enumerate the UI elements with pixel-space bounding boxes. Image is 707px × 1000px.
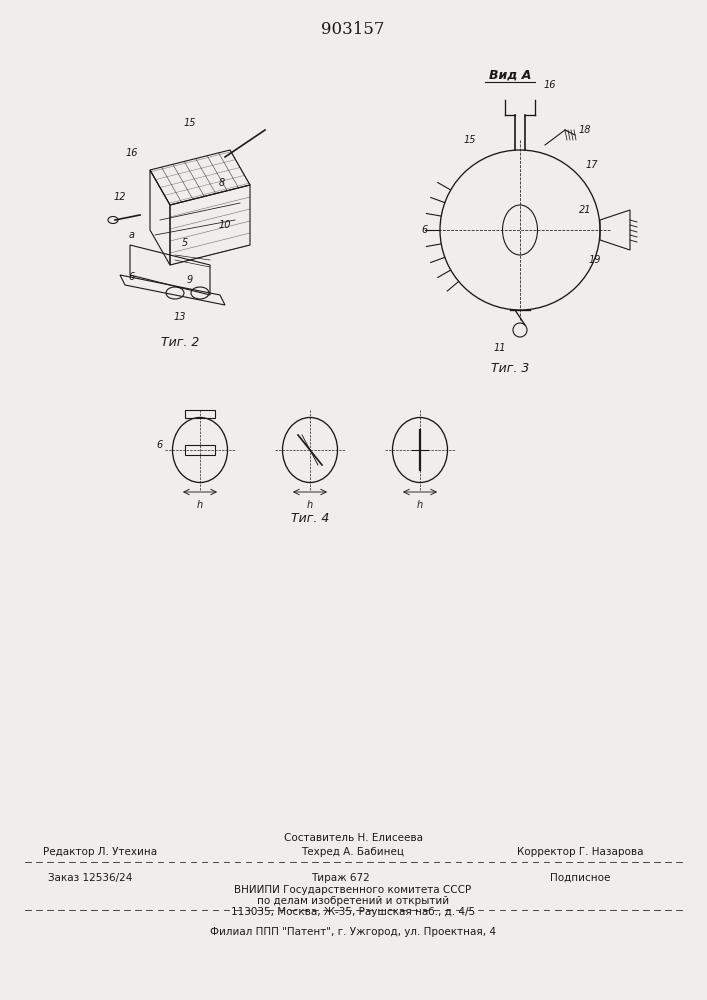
Text: 6: 6	[422, 225, 428, 235]
Text: 19: 19	[589, 255, 601, 265]
Text: 15: 15	[464, 135, 477, 145]
Text: Филиал ППП "Патент", г. Ужгород, ул. Проектная, 4: Филиал ППП "Патент", г. Ужгород, ул. Про…	[210, 927, 496, 937]
Text: Редактор Л. Утехина: Редактор Л. Утехина	[43, 847, 157, 857]
Text: 18: 18	[579, 125, 591, 135]
Text: 6: 6	[129, 272, 135, 282]
Text: Τиг. 2: Τиг. 2	[160, 336, 199, 350]
Text: 12: 12	[114, 192, 127, 202]
Text: Техред А. Бабинец: Техред А. Бабинец	[301, 847, 404, 857]
Bar	[185, 445, 215, 455]
Text: Составитель Н. Елисеева: Составитель Н. Елисеева	[284, 833, 423, 843]
Text: Τиг. 3: Τиг. 3	[491, 361, 529, 374]
Text: 903157: 903157	[321, 21, 385, 38]
Text: Подписное: Подписное	[550, 873, 610, 883]
Text: Тираж 672: Тираж 672	[310, 873, 369, 883]
Text: Корректор Г. Назарова: Корректор Г. Назарова	[517, 847, 643, 857]
Text: 5: 5	[182, 238, 188, 248]
Text: 10: 10	[218, 220, 231, 230]
Text: h: h	[197, 500, 203, 510]
Text: a: a	[129, 230, 135, 240]
Text: 21: 21	[579, 205, 591, 215]
Text: h: h	[417, 500, 423, 510]
Text: 15: 15	[184, 118, 197, 128]
Text: 16: 16	[544, 80, 556, 90]
Text: ВНИИПИ Государственного комитета СССР: ВНИИПИ Государственного комитета СССР	[235, 885, 472, 895]
Text: 17: 17	[586, 160, 598, 170]
Text: по делам изобретений и открытий: по делам изобретений и открытий	[257, 896, 449, 906]
Text: 16: 16	[126, 148, 139, 158]
Text: Заказ 12536/24: Заказ 12536/24	[48, 873, 132, 883]
Bar	[185, 410, 215, 418]
Text: h: h	[307, 500, 313, 510]
Text: Вид А: Вид А	[489, 68, 531, 82]
Text: 6: 6	[157, 440, 163, 450]
Text: 9: 9	[187, 275, 193, 285]
Text: 13: 13	[174, 312, 186, 322]
Text: 11: 11	[493, 343, 506, 353]
Text: 8: 8	[219, 178, 225, 188]
Text: Τиг. 4: Τиг. 4	[291, 512, 329, 524]
Text: 113035, Москва, Ж-35, Раушская наб., д. 4/5: 113035, Москва, Ж-35, Раушская наб., д. …	[231, 907, 475, 917]
